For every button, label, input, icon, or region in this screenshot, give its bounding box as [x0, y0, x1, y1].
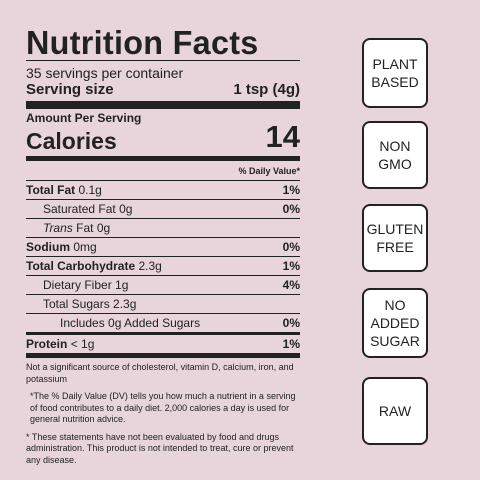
- footnotes: Not a significant source of cholesterol,…: [26, 362, 300, 466]
- nutrient-row-total-fat: Total Fat 0.1g 1%: [26, 180, 300, 199]
- nutrient-row-added-sugars: Includes 0g Added Sugars 0%: [26, 313, 300, 332]
- badge-non-gmo: NON GMO: [362, 121, 428, 189]
- nutrient-name: Total Fat: [26, 183, 76, 197]
- nutrient-amount: 2.3g: [113, 297, 137, 311]
- nutrient-name: Sodium: [26, 240, 70, 254]
- calories-label: Calories: [26, 128, 117, 154]
- nutrient-dv: 1%: [282, 337, 300, 351]
- badge-line: NON: [379, 138, 411, 154]
- nutrient-amount: 2.3g: [138, 259, 162, 273]
- nutrition-facts-label: Nutrition Facts 35 servings per containe…: [26, 26, 300, 472]
- nutrient-amount: 1g: [115, 278, 129, 292]
- nutrient-amount: Fat 0g: [76, 221, 111, 235]
- nutrient-row-dietary-fiber: Dietary Fiber 1g 4%: [26, 275, 300, 294]
- nutrient-dv: 0%: [282, 240, 300, 254]
- nutrient-amount: 0g: [119, 202, 133, 216]
- badge-line: PLANT: [372, 56, 418, 72]
- nutrient-row-saturated-fat: Saturated Fat 0g 0%: [26, 199, 300, 218]
- note-not-significant: Not a significant source of cholesterol,…: [26, 362, 294, 384]
- nutrient-name: Dietary Fiber: [43, 278, 112, 292]
- nutrient-dv: 4%: [282, 278, 300, 292]
- serving-size-row: Serving size 1 tsp (4g): [26, 81, 300, 101]
- serving-size-value: 1 tsp (4g): [233, 81, 300, 98]
- nutrient-row-trans-fat: Trans Fat 0g: [26, 218, 300, 237]
- badge-line: SUGAR: [370, 333, 420, 349]
- nutrient-name: Total Carbohydrate: [26, 259, 136, 273]
- badge-line: RAW: [378, 403, 412, 419]
- nutrient-dv: 1%: [282, 183, 300, 197]
- badge-plant-based: PLANT BASED: [362, 38, 428, 108]
- nutrient-amount: < 1g: [70, 337, 95, 351]
- badge-raw: RAW: [362, 377, 428, 445]
- badge-line: BASED: [371, 74, 419, 90]
- nutrient-name: Protein: [26, 337, 68, 351]
- nutrient-row-total-carbohydrate: Total Carbohydrate 2.3g 1%: [26, 256, 300, 275]
- nutrient-dv: 1%: [282, 259, 300, 273]
- nutrient-name: Saturated Fat: [43, 202, 116, 216]
- nutrient-amount: 0.1g: [78, 183, 102, 197]
- nutrient-dv: 0%: [282, 202, 300, 216]
- note-fda-disclaimer: * These statements have not been evaluat…: [26, 431, 294, 465]
- nutrient-row-total-sugars: Total Sugars 2.3g: [26, 294, 300, 313]
- badge-gluten-free: GLUTEN FREE: [362, 204, 428, 272]
- nutrition-facts-title: Nutrition Facts: [26, 24, 259, 61]
- servings-per-container: 35 servings per container: [26, 65, 184, 81]
- badge-no-added-sugar: NO ADDED SUGAR: [362, 288, 428, 358]
- medium-divider: [26, 156, 300, 161]
- bottom-divider: [26, 353, 300, 358]
- nutrient-row-protein: Protein < 1g 1%: [26, 332, 300, 353]
- nutrient-name: Trans: [43, 221, 73, 235]
- nutrient-dv: 0%: [282, 316, 300, 330]
- serving-size-label: Serving size: [26, 81, 114, 98]
- note-daily-value: *The % Daily Value (DV) tells you how mu…: [30, 391, 296, 424]
- badge-line: FREE: [376, 239, 414, 255]
- badge-line: GMO: [378, 156, 412, 172]
- nutrient-row-sodium: Sodium 0mg 0%: [26, 237, 300, 256]
- calories-row: Calories 14: [26, 121, 300, 156]
- calories-value: 14: [265, 119, 300, 154]
- nutrient-name: Includes 0g Added Sugars: [60, 316, 201, 330]
- badge-line: GLUTEN: [366, 221, 424, 237]
- badge-line: NO: [384, 297, 406, 313]
- daily-value-header: % Daily Value*: [238, 166, 300, 176]
- thick-divider: [26, 101, 300, 109]
- amount-per-serving: Amount Per Serving: [26, 111, 142, 125]
- divider: [26, 60, 300, 61]
- nutrient-amount: 0mg: [73, 240, 97, 254]
- nutrient-name: Total Sugars: [43, 297, 110, 311]
- badge-line: ADDED: [370, 315, 420, 331]
